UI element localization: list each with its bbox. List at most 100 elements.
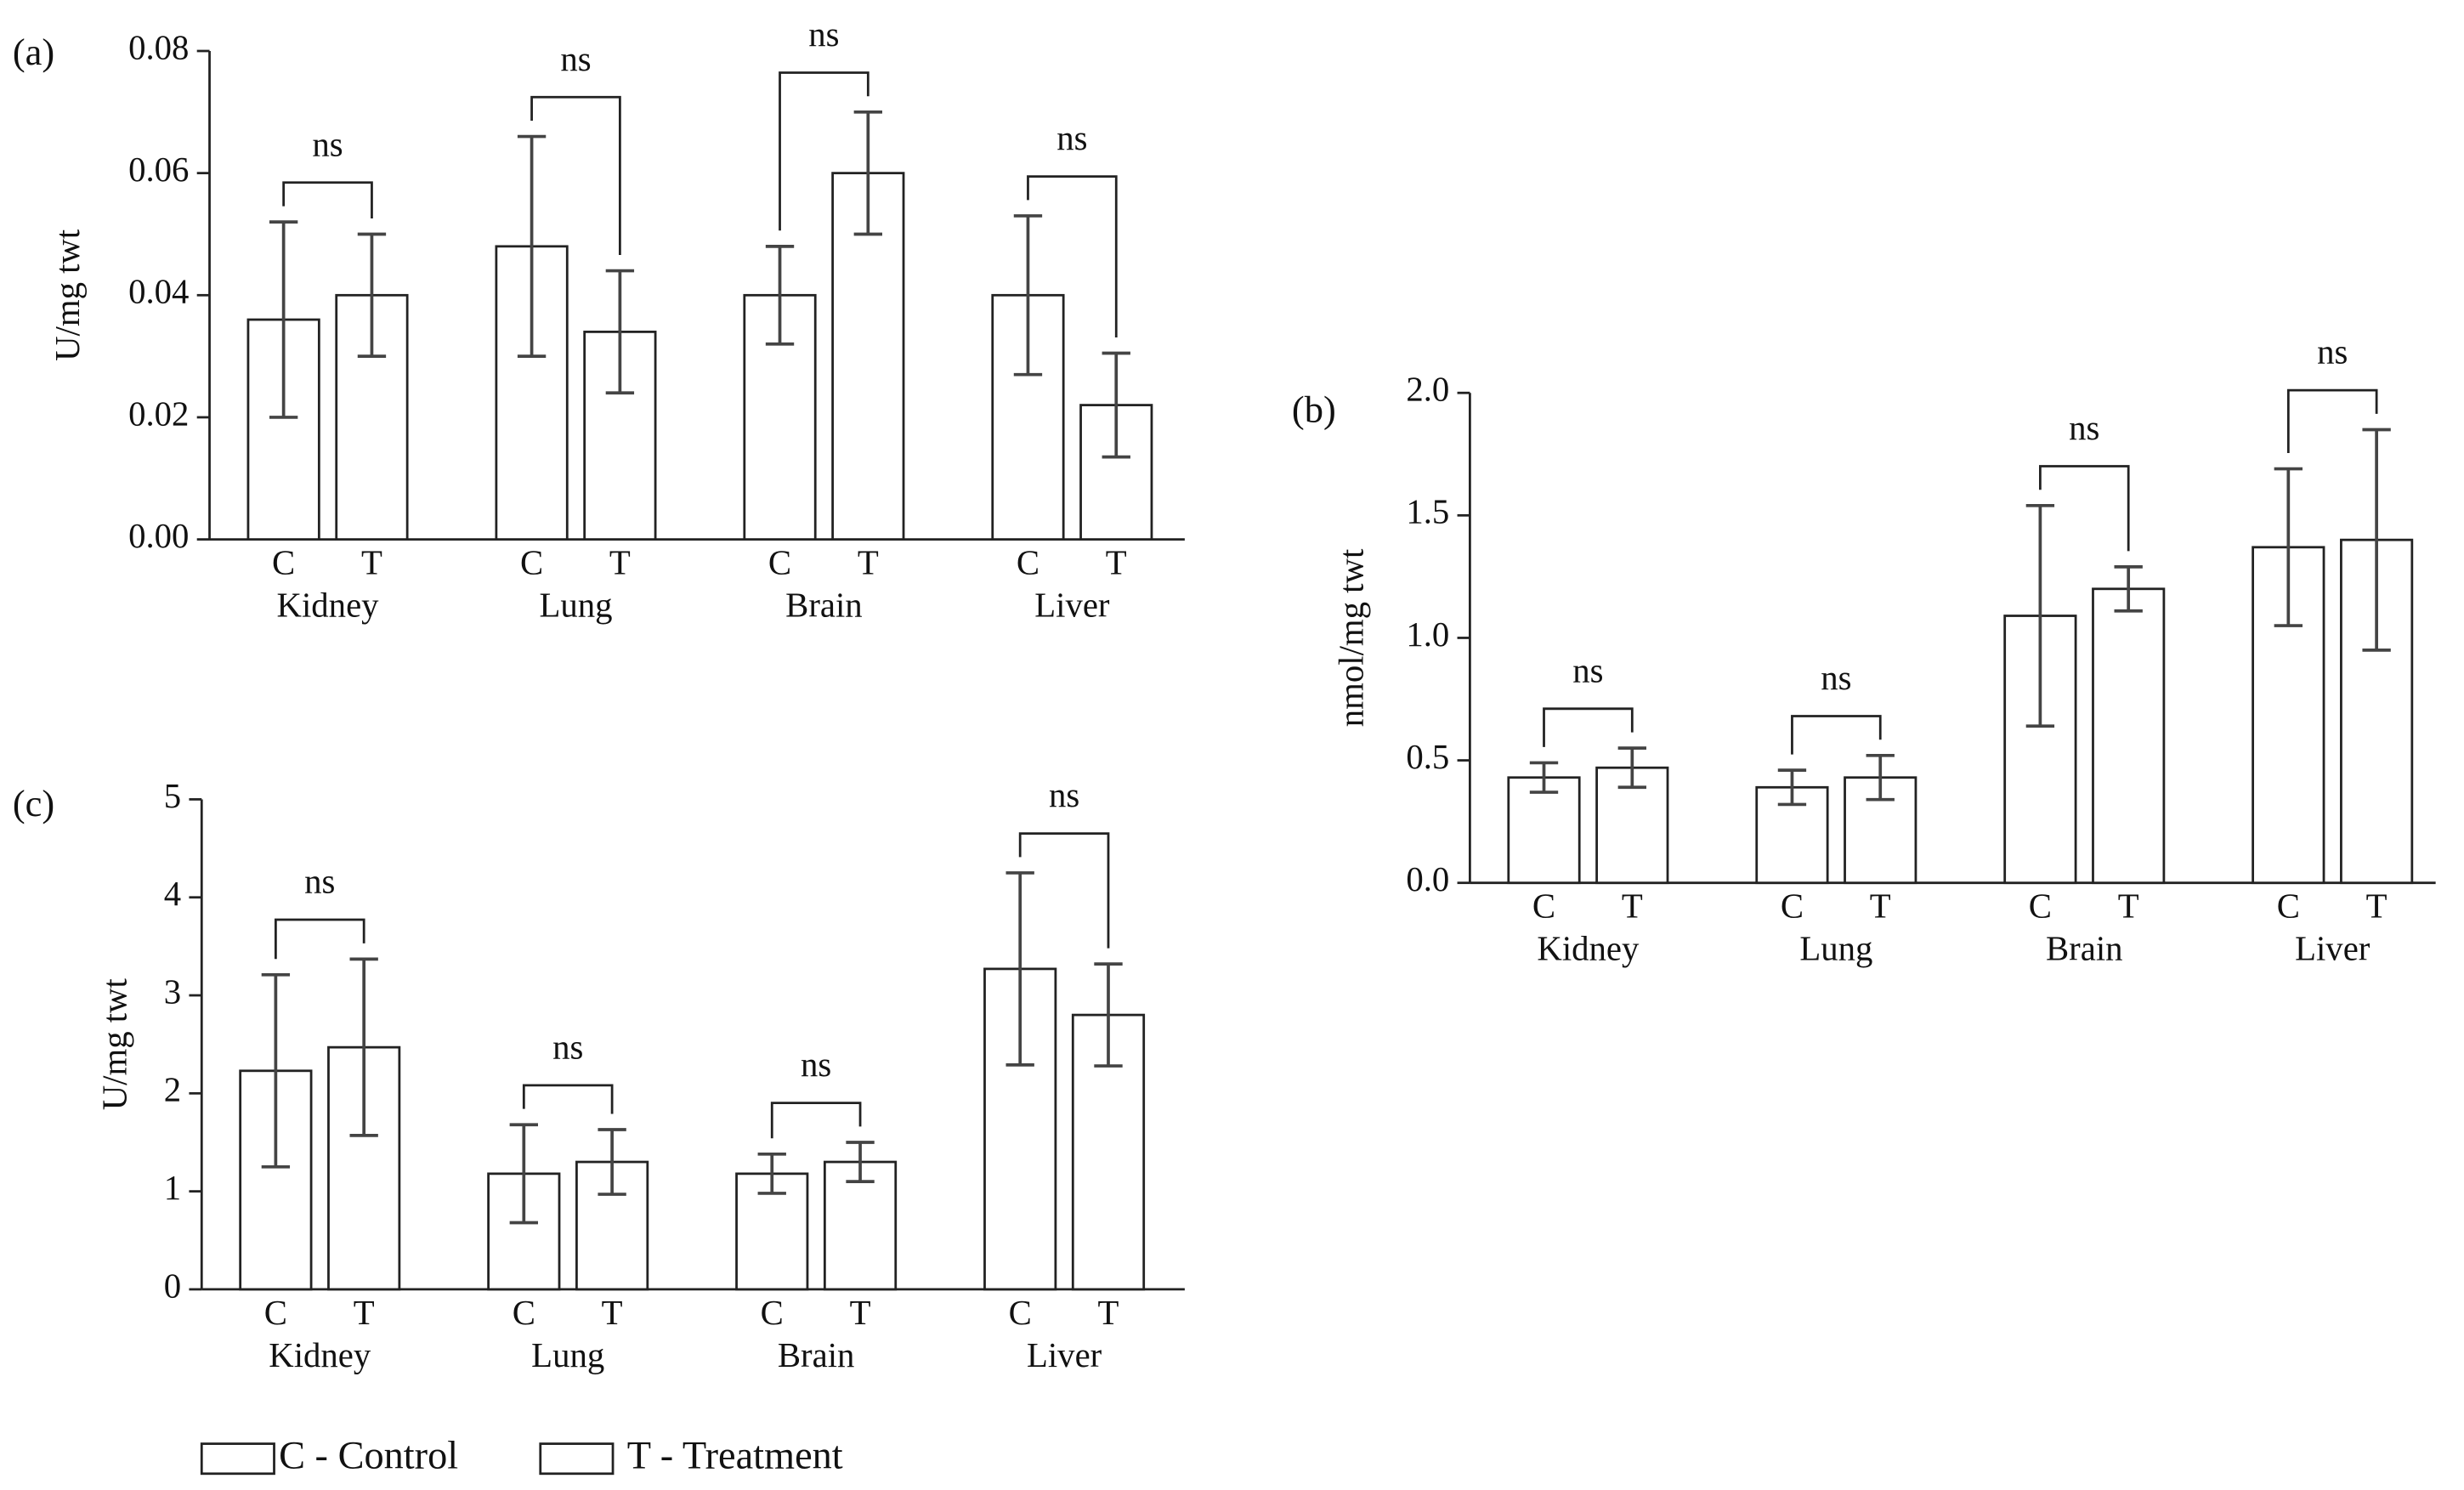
error-bar — [269, 220, 298, 419]
x-tick-label: Brain — [785, 586, 863, 625]
bar-label: C — [1781, 887, 1804, 926]
bar-label: C — [1532, 887, 1555, 926]
bar-label: C — [761, 1294, 784, 1332]
y-tick-label: 5 — [164, 777, 181, 815]
error-bar — [1094, 962, 1123, 1068]
error-bar — [2362, 428, 2391, 652]
error-bar — [1529, 761, 1559, 794]
bar-label: C — [1009, 1294, 1032, 1332]
bar — [1507, 776, 1581, 885]
y-tick-label: 0.5 — [1406, 738, 1449, 776]
panel-label: (a) — [13, 31, 54, 73]
y-tick-label: 3 — [164, 972, 181, 1011]
bar-label: T — [2118, 887, 2139, 926]
legend-label: T - Treatment — [627, 1435, 843, 1478]
y-tick-label: 1.5 — [1406, 493, 1449, 531]
significance-bracket — [530, 95, 621, 256]
y-tick-label: 0.04 — [128, 273, 189, 311]
bar-label: C — [513, 1294, 535, 1332]
error-bar — [1013, 214, 1043, 377]
bar-label: C — [272, 543, 295, 581]
significance-label: ns — [1821, 659, 1851, 697]
bar-label: T — [354, 1294, 375, 1332]
bar — [991, 293, 1065, 541]
error-bar — [261, 972, 291, 1169]
error-bar — [2025, 503, 2055, 728]
error-bar — [1005, 871, 1034, 1067]
error-bar — [605, 269, 635, 395]
y-tick-label: 1 — [164, 1169, 181, 1207]
x-tick-label: Kidney — [269, 1336, 371, 1374]
significance-bracket — [522, 1084, 614, 1114]
error-bar — [517, 134, 547, 358]
bar-label: T — [1106, 543, 1127, 581]
significance-label: ns — [312, 125, 343, 163]
bar-label: C — [1017, 543, 1039, 581]
panel-label: (b) — [1292, 388, 1336, 431]
legend-swatch — [200, 1442, 275, 1476]
significance-label: ns — [304, 863, 335, 901]
significance-bracket — [1543, 707, 1634, 747]
error-bar — [1866, 753, 1895, 802]
y-tick-label: 0.0 — [1406, 860, 1449, 898]
error-bar — [509, 1123, 538, 1225]
y-tick-label: 4 — [164, 875, 181, 913]
bar-label: T — [1098, 1294, 1119, 1332]
significance-label: ns — [1049, 776, 1079, 814]
x-tick-label: Kidney — [277, 586, 380, 625]
y-axis-label: U/mg twt — [48, 229, 87, 361]
x-tick-label: Lung — [1799, 930, 1872, 968]
error-bar — [1617, 746, 1646, 790]
error-bar — [1777, 768, 1807, 807]
error-bar — [2274, 467, 2303, 627]
x-tick-label: Brain — [778, 1336, 855, 1374]
significance-label: ns — [1572, 651, 1603, 689]
x-tick-label: Liver — [1034, 586, 1110, 625]
significance-label: ns — [2317, 333, 2348, 371]
bar-label: C — [768, 543, 791, 581]
y-tick-label: 2 — [164, 1071, 181, 1109]
bar-label: T — [1870, 887, 1891, 926]
y-tick-label: 0.00 — [128, 517, 189, 555]
significance-label: ns — [801, 1045, 831, 1084]
y-tick-label: 0 — [164, 1266, 181, 1305]
x-tick-label: Liver — [1027, 1336, 1102, 1374]
error-bar — [2114, 565, 2143, 613]
error-bar — [757, 1152, 786, 1195]
bar-label: T — [361, 543, 382, 581]
y-tick-label: 1.0 — [1406, 615, 1449, 654]
x-tick-label: Lung — [531, 1336, 604, 1374]
bar-label: T — [2366, 887, 2388, 926]
significance-label: ns — [560, 40, 591, 78]
y-tick-label: 2.0 — [1406, 371, 1449, 409]
bar-label: C — [2029, 887, 2052, 926]
error-bar — [853, 110, 883, 236]
significance-bracket — [770, 1102, 862, 1139]
legend-swatch — [539, 1442, 615, 1476]
significance-bracket — [1018, 832, 1110, 949]
bar-label: T — [850, 1294, 871, 1332]
error-bar — [765, 244, 795, 346]
x-tick-label: Kidney — [1537, 930, 1640, 968]
error-bar — [598, 1128, 626, 1196]
error-bar — [846, 1141, 875, 1183]
significance-bracket — [2286, 388, 2378, 454]
significance-bracket — [1027, 175, 1118, 338]
significance-label: ns — [2069, 409, 2099, 447]
significance-bracket — [1791, 715, 1882, 755]
error-bar — [349, 957, 378, 1137]
bar-label: T — [602, 1294, 623, 1332]
bar-label: C — [2277, 887, 2300, 926]
error-bar — [357, 232, 387, 358]
x-tick-label: Liver — [2295, 930, 2371, 968]
y-tick-label: 0.08 — [128, 28, 189, 66]
bar — [327, 1045, 401, 1291]
bar-label: C — [520, 543, 543, 581]
significance-label: ns — [552, 1028, 583, 1066]
significance-bracket — [274, 918, 365, 960]
x-tick-label: Brain — [2046, 930, 2123, 968]
significance-label: ns — [1056, 119, 1087, 157]
significance-bracket — [2038, 465, 2130, 552]
y-axis-label: nmol/mg twt — [1332, 548, 1370, 727]
